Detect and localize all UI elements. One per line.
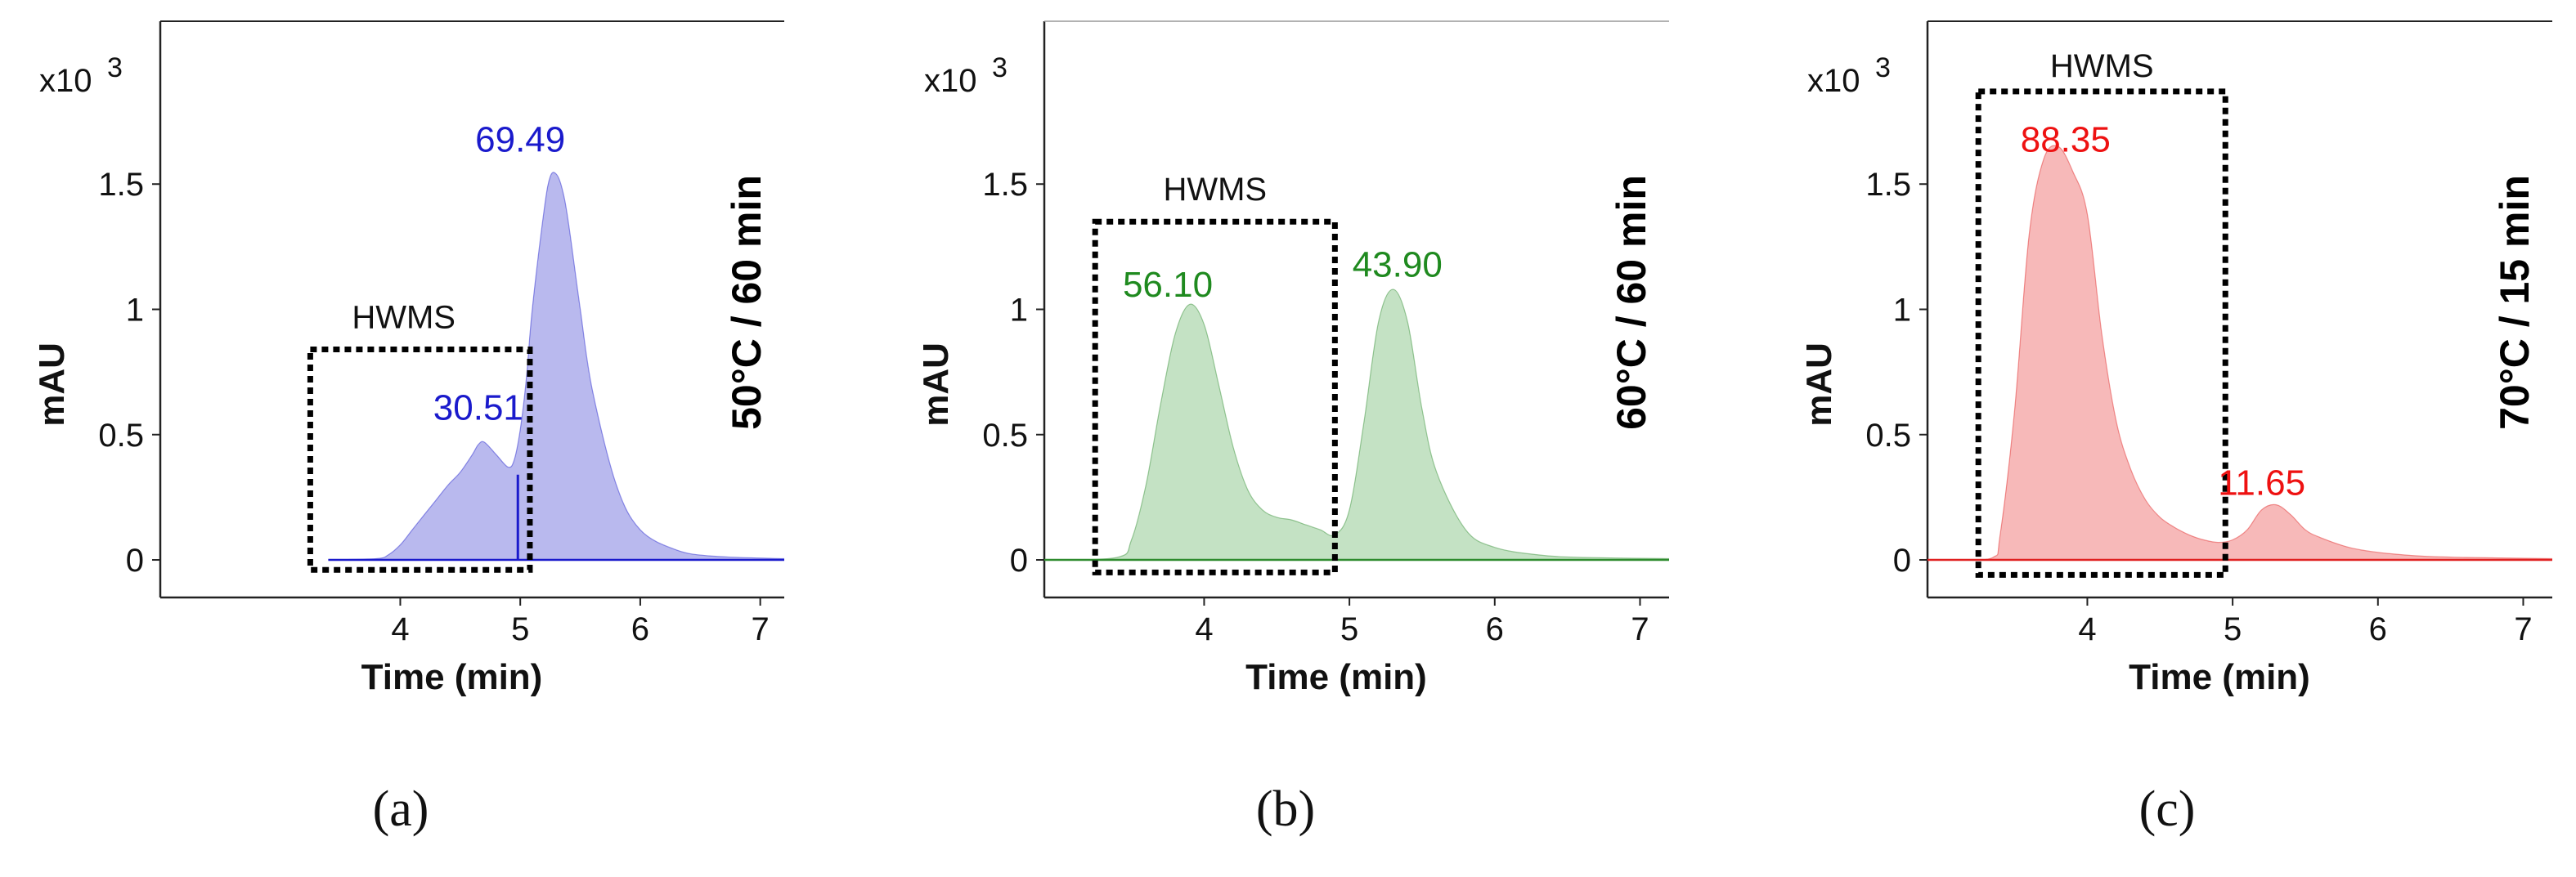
condition-label: 60°C / 60 min <box>1609 175 1654 430</box>
peak-area-label: 30.51 <box>433 387 523 427</box>
x-tick-label: 5 <box>2224 611 2242 647</box>
y-axis-label: mAU <box>32 342 72 427</box>
series-line <box>328 172 785 561</box>
chart-panel-b: 4 5 6 7 0 0.5 1 1.5 Time (min) mAU x10 3 HWMS 56.10 43… <box>916 20 1670 837</box>
hwms-box-label: HWMS <box>2050 48 2154 84</box>
x-tick-label: 7 <box>2514 611 2532 647</box>
x-tick-label: 5 <box>1340 611 1358 647</box>
y-axis-label: mAU <box>916 342 956 427</box>
panel-letter: (b) <box>1256 781 1315 837</box>
y-tick-label: 1.5 <box>1865 167 1911 203</box>
y-tick-label: 0 <box>1010 543 1028 579</box>
peak-area-label: 69.49 <box>475 119 565 159</box>
y-multiplier-exponent: 3 <box>107 52 123 83</box>
y-tick-label: 0.5 <box>1865 418 1911 454</box>
y-multiplier-exponent: 3 <box>1875 52 1891 83</box>
peak-area-label: 56.10 <box>1123 265 1213 305</box>
panel-letter: (a) <box>373 781 429 837</box>
series-line <box>1043 289 1670 561</box>
y-tick-label: 0 <box>126 543 144 579</box>
y-tick-label: 0.5 <box>982 418 1028 454</box>
series-line <box>1956 145 2553 561</box>
hwms-box <box>1092 218 1338 575</box>
condition-label: 50°C / 60 min <box>724 175 770 430</box>
hwms-box <box>1975 88 2228 578</box>
x-axis-label: Time (min) <box>361 657 543 697</box>
x-tick-label: 7 <box>1631 611 1649 647</box>
y-tick-label: 0 <box>1893 543 1911 579</box>
x-tick-label: 7 <box>752 611 770 647</box>
hwms-box-label: HWMS <box>1163 172 1267 208</box>
y-axis-label: mAU <box>1799 342 1839 427</box>
condition-label: 70°C / 15 min <box>2492 175 2538 430</box>
series-area <box>1956 145 2552 561</box>
y-multiplier-label: x10 <box>39 63 92 99</box>
hwms-box <box>307 347 533 573</box>
x-tick-label: 6 <box>631 611 649 647</box>
series-area <box>1044 289 1669 560</box>
y-multiplier-exponent: 3 <box>992 52 1008 83</box>
y-tick-label: 1 <box>126 293 144 329</box>
x-tick-label: 4 <box>391 611 409 647</box>
x-axis-label: Time (min) <box>2129 657 2310 697</box>
x-tick-label: 4 <box>2078 611 2096 647</box>
peak-area-label: 11.65 <box>2218 463 2305 503</box>
x-tick-label: 5 <box>511 611 529 647</box>
series-area <box>328 172 784 560</box>
y-multiplier-label: x10 <box>924 63 977 99</box>
y-tick-label: 1 <box>1010 293 1028 329</box>
chart-panel-c: 4 5 6 7 0 0.5 1 1.5 Time (min) mAU x10 3 HWMS 88.35 11… <box>1799 20 2553 837</box>
y-tick-label: 1 <box>1893 293 1911 329</box>
x-tick-label: 6 <box>1486 611 1504 647</box>
x-tick-label: 4 <box>1195 611 1213 647</box>
peak-area-label: 43.90 <box>1353 245 1443 285</box>
peak-area-label: 88.35 <box>2021 119 2111 159</box>
x-tick-label: 6 <box>2369 611 2387 647</box>
x-axis-label: Time (min) <box>1245 657 1427 697</box>
chart-panel-a: 4 5 6 7 0 0.5 1 1.5 Time (min) mAU x10 3 HWMS 30.51 69… <box>32 20 785 837</box>
y-tick-label: 1.5 <box>98 167 144 203</box>
y-multiplier-label: x10 <box>1807 63 1860 99</box>
y-tick-label: 0.5 <box>98 418 144 454</box>
panel-letter: (c) <box>2139 781 2196 837</box>
hwms-box-label: HWMS <box>352 300 456 336</box>
y-tick-label: 1.5 <box>982 167 1028 203</box>
